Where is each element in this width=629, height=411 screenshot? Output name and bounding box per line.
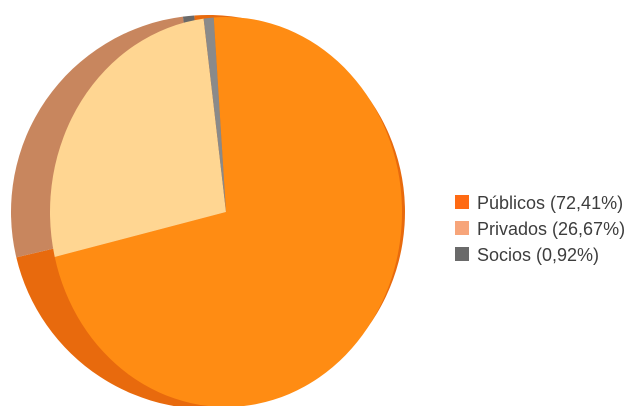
pie-top <box>50 17 403 408</box>
legend-item-publicos: Públicos (72,41%) <box>455 191 627 215</box>
legend-label-publicos: Públicos (72,41%) <box>477 193 624 213</box>
legend-item-privados: Privados (26,67%) <box>455 217 627 241</box>
legend-swatch-publicos <box>455 195 469 209</box>
pie-slice-publicos <box>54 17 403 408</box>
pie-slice-privados <box>50 18 226 257</box>
legend-label-socios: Socios (0,92%) <box>477 245 600 265</box>
legend-swatch-privados <box>455 221 469 235</box>
legend-swatch-socios <box>455 247 469 261</box>
legend: Públicos (72,41%) Privados (26,67%) Soci… <box>455 191 627 269</box>
pie-slice-socios <box>203 17 226 213</box>
legend-label-privados: Privados (26,67%) <box>477 219 626 239</box>
legend-item-socios: Socios (0,92%) <box>455 243 627 267</box>
